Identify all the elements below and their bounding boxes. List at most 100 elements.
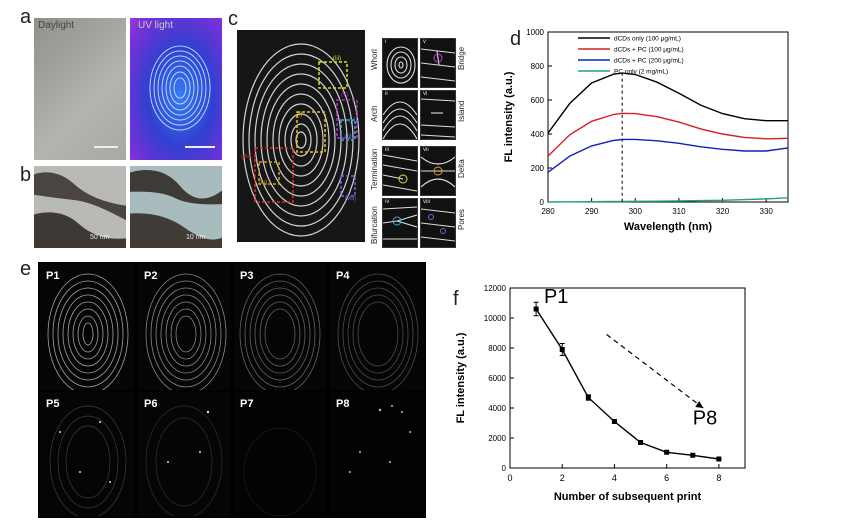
- x-tick-label: 6: [664, 473, 669, 483]
- box-viii: [340, 175, 356, 197]
- panel-label-f: f: [453, 288, 459, 310]
- box-iii: [318, 61, 348, 89]
- data-point: [585, 395, 591, 400]
- x-tick-label: 310: [672, 207, 686, 216]
- print-p8: P8: [330, 392, 424, 516]
- feature-label-bridge: Bridge: [457, 46, 466, 70]
- box-vii: [254, 147, 294, 203]
- print-p5: P5: [40, 392, 134, 516]
- plot-frame: [547, 31, 789, 203]
- y-tick-label: 400: [531, 130, 545, 139]
- thumb-island: vi: [420, 90, 456, 140]
- box-tag: (v): [341, 92, 348, 98]
- thumb-arch: ii: [382, 90, 418, 140]
- x-tick-label: 8: [716, 473, 721, 483]
- thumb-bridge: v: [420, 38, 456, 88]
- x-tick-label: 4: [612, 473, 617, 483]
- y-tick-label: 10000: [484, 314, 507, 323]
- legend-label: PC only (2 mg/mL): [614, 69, 668, 76]
- legend-label: dCDs + PC (200 μg/mL): [614, 58, 684, 65]
- tem-image-right: 10 nm: [130, 166, 222, 248]
- feature-label-pores: Pores: [457, 209, 466, 230]
- box-iv: [258, 161, 280, 185]
- y-tick-label: 1000: [526, 28, 544, 37]
- y-tick-label: 600: [531, 96, 545, 105]
- scale-bar: [185, 146, 215, 148]
- panel-label-c: c: [228, 8, 238, 30]
- series-line-3: [547, 138, 789, 173]
- x-tick-label: 2: [560, 473, 565, 483]
- uv-light-label: UV light: [138, 20, 174, 31]
- feature-label-delta: Delta: [457, 159, 466, 178]
- x-tick-label: 280: [541, 207, 555, 216]
- series-line-1: [547, 72, 788, 134]
- scale-bar: [94, 146, 118, 148]
- y-tick-label: 6000: [488, 374, 506, 383]
- box-tag: (viii): [345, 196, 356, 202]
- feature-label-island: Island: [457, 100, 466, 122]
- x-tick-label: 330: [760, 207, 774, 216]
- legend-label: dCDs only (100 μg/mL): [614, 36, 681, 43]
- uv-fingerprint: [149, 45, 211, 131]
- panel-label-d: d: [510, 28, 522, 50]
- chart-d: 280 290 300 310 320 330 0 200 400 600 800 1000 Wavel…: [503, 28, 789, 233]
- box-v: [336, 99, 358, 139]
- box-tag: (i): [297, 112, 303, 118]
- chart-f: 0 2 4 6 8 0 2000 4000 6000 8000 10000 12000 Number o…: [455, 284, 746, 503]
- print-p6: P6: [138, 392, 230, 516]
- box-tag: (vi): [349, 118, 358, 124]
- series-line: [535, 308, 719, 460]
- feature-label-termination: Termination: [370, 148, 379, 190]
- panel-label-b: b: [20, 164, 32, 186]
- daylight-label: Daylight: [38, 20, 75, 31]
- panel-label-e: e: [20, 258, 32, 280]
- data-point: [690, 452, 696, 458]
- data-point: [611, 419, 617, 424]
- y-tick-label: 4000: [488, 404, 506, 413]
- fingerprint-main-image: (iii) (i) (ii) (vii) (v) (vi) (iv) (viii…: [237, 30, 365, 242]
- y-tick-label: 12000: [484, 284, 507, 293]
- x-tick-label: 300: [629, 207, 643, 216]
- box-tag: (ii): [345, 134, 352, 140]
- box-tag: (iii): [333, 56, 341, 62]
- print-p7: P7: [234, 392, 326, 516]
- thumb-pores: viii: [420, 198, 456, 248]
- box-tag: (vii): [241, 154, 251, 160]
- data-point: [716, 456, 722, 462]
- y-tick-label: 0: [502, 464, 507, 473]
- tem-image-left: 50 nm: [34, 166, 126, 248]
- x-tick-label: 320: [716, 207, 730, 216]
- thumb-termination: iii: [382, 146, 418, 196]
- print-p3: P3: [234, 264, 326, 390]
- series-line-2: [547, 112, 789, 157]
- series-line-4: [547, 197, 789, 203]
- annotation-p8: P8: [693, 408, 717, 430]
- print-p1: P1: [40, 264, 134, 390]
- y-tick-label: 2000: [488, 434, 506, 443]
- scale-label-right: 10 nm: [186, 234, 206, 241]
- data-point: [638, 440, 644, 445]
- thumb-delta: vii: [420, 146, 456, 196]
- legend-label: dCDs + PC (100 μg/mL): [614, 47, 684, 54]
- feature-label-whorl: Whorl: [370, 49, 379, 70]
- data-point: [664, 449, 670, 455]
- fingerprint-series-grid: P1 P2 P3 P4 P5 P6 P7 P8: [38, 262, 426, 518]
- print-p2: P2: [138, 264, 230, 390]
- scale-label-left: 50 nm: [90, 234, 110, 241]
- thumb-bifurcation: iv: [382, 198, 418, 248]
- data-point: [559, 347, 565, 352]
- x-tick-label: 290: [585, 207, 599, 216]
- data-point: [533, 306, 539, 312]
- y-axis-label: FL intensity (a.u.): [503, 71, 515, 162]
- feature-label-bifurcation: Bifurcation: [370, 206, 379, 244]
- print-p4: P4: [330, 264, 424, 390]
- feature-label-arch: Arch: [370, 105, 379, 122]
- panel-label-a: a: [20, 6, 32, 28]
- trend-arrow-head: [695, 401, 704, 408]
- x-axis-label: Wavelength (nm): [624, 221, 713, 233]
- daylight-photo: Daylight: [34, 18, 126, 160]
- uv-light-photo: UV light: [130, 18, 222, 160]
- x-axis-label: Number of subsequent print: [554, 491, 702, 503]
- x-tick-label: 0: [507, 473, 512, 483]
- box-vi: [340, 119, 356, 141]
